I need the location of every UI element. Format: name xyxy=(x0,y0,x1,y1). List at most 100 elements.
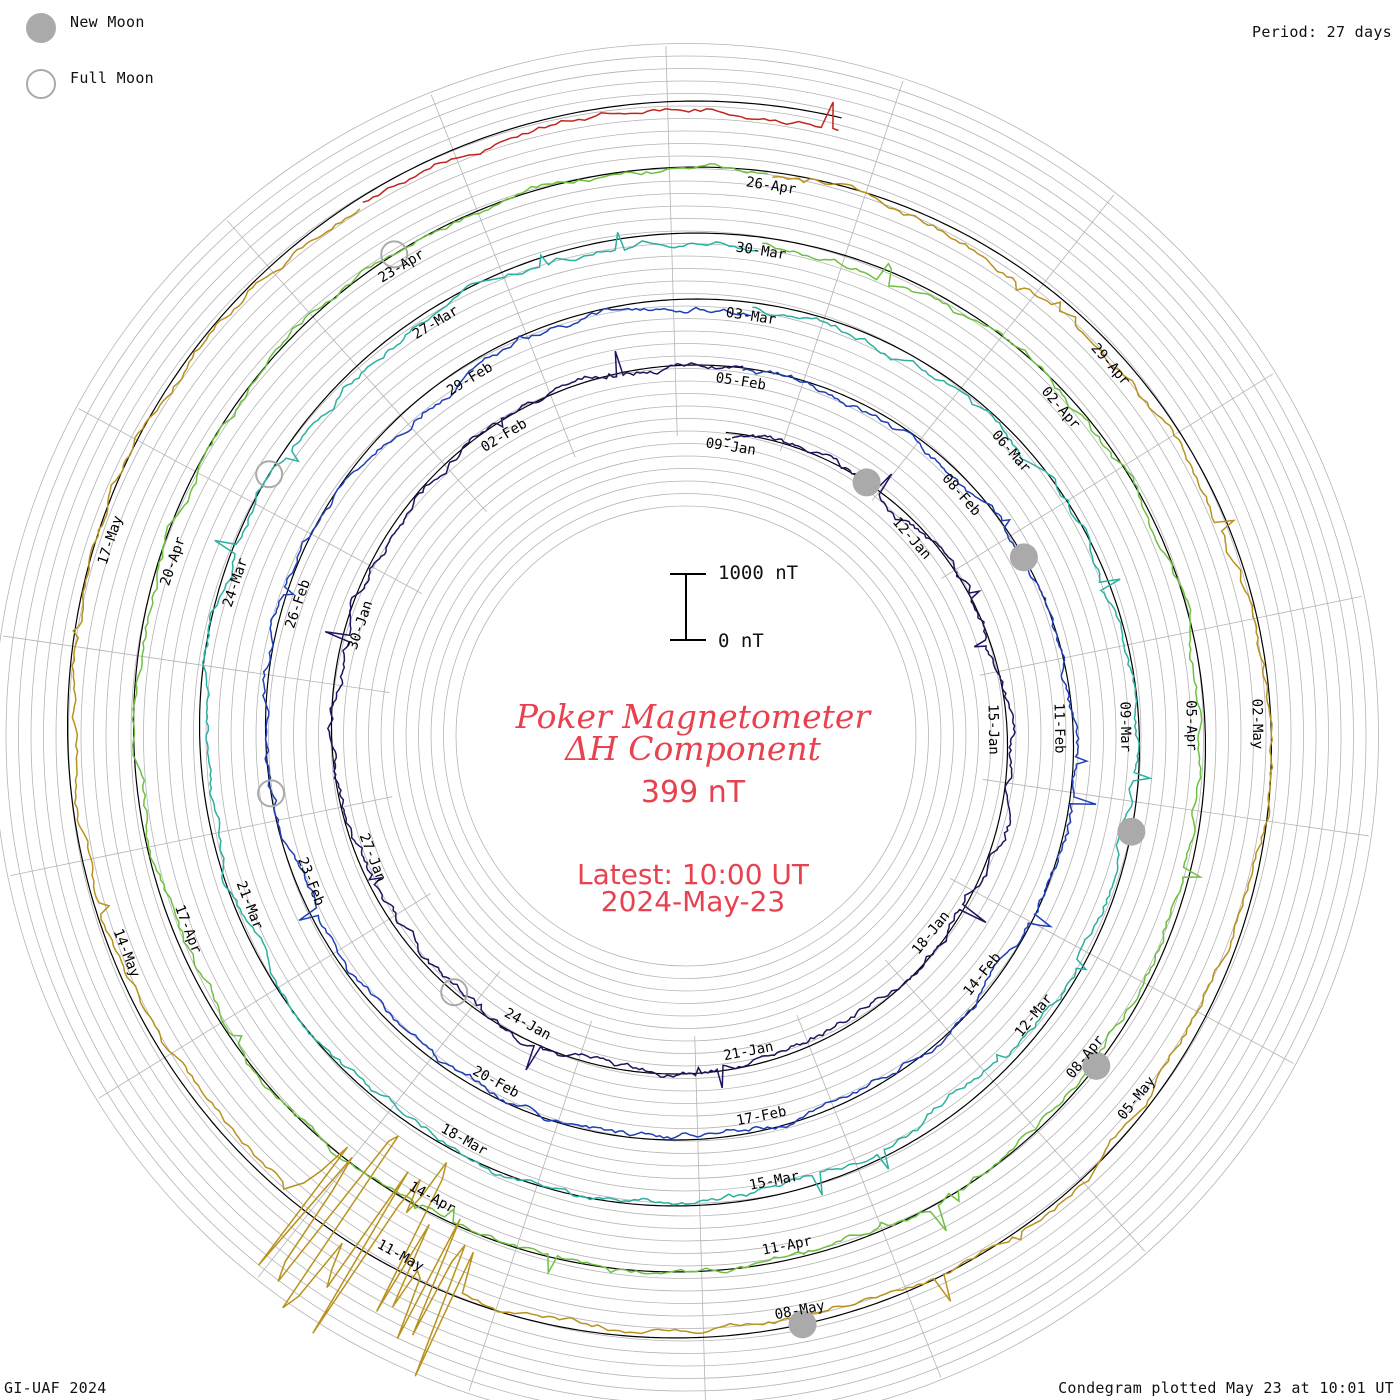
grid-ring xyxy=(0,43,1379,1400)
date-label: 18-Mar xyxy=(438,1121,490,1159)
series-line-2024-01-08 xyxy=(724,437,731,441)
full-moon-legend-label: Full Moon xyxy=(70,69,154,87)
date-label: 14-May xyxy=(110,927,143,980)
footer-plot-time: Condegram plotted May 23 at 10:01 UT xyxy=(1058,1379,1394,1397)
grid-ring xyxy=(443,493,929,979)
grid-ring xyxy=(218,268,1154,1204)
grid-spoke xyxy=(982,779,1369,837)
grid-spoke xyxy=(257,971,501,1278)
grid-ring xyxy=(155,205,1217,1267)
grid-spoke xyxy=(796,1014,942,1378)
series-line-2024-03-03 xyxy=(201,232,1153,1206)
grid-ring xyxy=(168,218,1204,1254)
grid-ring xyxy=(430,480,942,992)
date-label: 09-Mar xyxy=(1116,701,1133,752)
grid-spoke xyxy=(941,373,1274,579)
grid-spoke xyxy=(885,959,1146,1252)
grid-ring xyxy=(143,193,1229,1279)
grid-spoke xyxy=(430,94,576,458)
grid-ring xyxy=(93,143,1279,1329)
date-label: 17-Feb xyxy=(735,1104,788,1130)
date-label: 05-Feb xyxy=(715,370,767,394)
grid-ring xyxy=(193,243,1179,1229)
new-moon-marker xyxy=(1009,543,1038,572)
grid-ring xyxy=(405,455,967,1017)
scale-bottom-label: 0 nT xyxy=(718,630,764,652)
footer-credit: GI-UAF 2024 xyxy=(4,1379,107,1397)
full-moon-marker xyxy=(440,978,469,1007)
date-label: 20-Apr xyxy=(157,535,188,588)
series-line-2024-02-05 xyxy=(262,306,1097,1140)
period-label: Period: 27 days xyxy=(1252,23,1392,41)
baseline-spiral xyxy=(67,100,1272,1339)
date-label: 03-Mar xyxy=(725,305,777,329)
grid-spoke xyxy=(3,635,390,693)
grid-spoke xyxy=(665,46,678,437)
chart-title: Poker Magnetometer xyxy=(515,697,871,736)
baseline-path xyxy=(67,100,1272,1339)
grid-ring xyxy=(230,280,1142,1192)
grid-spoke xyxy=(98,893,431,1099)
grid-spoke xyxy=(694,1035,706,1400)
grid-ring xyxy=(80,130,1292,1342)
date-label: 11-Apr xyxy=(761,1233,814,1259)
date-label: 23-Apr xyxy=(376,246,428,286)
grid-ring xyxy=(180,230,1192,1242)
grid-ring xyxy=(5,55,1367,1400)
full-moon-marker xyxy=(257,779,286,808)
full-moon-marker xyxy=(255,460,284,489)
grid-ring xyxy=(130,180,1242,1292)
date-label: 27-Jan xyxy=(356,831,389,884)
date-label: 12-Mar xyxy=(1012,991,1056,1040)
grid-spoke xyxy=(78,408,423,595)
scale-top-label: 1000 nT xyxy=(718,562,799,584)
grid-rings xyxy=(0,43,1379,1400)
new-moon-legend-icon xyxy=(26,13,56,43)
date-label: 26-Apr xyxy=(745,174,797,198)
date-label: 15-Jan xyxy=(984,704,1001,755)
full-moon-marker xyxy=(380,240,409,269)
grid-spoke xyxy=(871,194,1115,501)
grid-ring xyxy=(43,93,1329,1379)
date-label: 14-Apr xyxy=(406,1179,458,1217)
grid-ring xyxy=(330,380,1042,1092)
grid-ring xyxy=(368,418,1004,1054)
new-moon-marker xyxy=(788,1310,817,1339)
series-line-2024-05-20 xyxy=(362,101,839,204)
chart-subtitle: ΔH Component xyxy=(565,729,821,768)
new-moon-marker xyxy=(1082,1051,1111,1080)
date-label: 23-Feb xyxy=(294,855,327,908)
grid-ring xyxy=(418,468,954,1004)
date-label: 29-Apr xyxy=(1088,340,1133,389)
grid-ring xyxy=(255,305,1117,1167)
moon-markers xyxy=(255,240,1146,1339)
grid-ring xyxy=(318,368,1054,1104)
new-moon-legend-label: New Moon xyxy=(70,13,145,31)
date-label: 21-Jan xyxy=(722,1039,775,1065)
grid-ring xyxy=(105,155,1267,1317)
grid-ring xyxy=(280,330,1092,1142)
new-moon-marker xyxy=(852,468,881,497)
grid-ring xyxy=(68,118,1304,1354)
grid-ring xyxy=(55,105,1317,1367)
date-label: 17-May xyxy=(95,514,126,567)
current-value: 399 nT xyxy=(640,775,746,810)
grid-ring xyxy=(268,318,1104,1154)
grid-spoke xyxy=(468,1020,593,1392)
grid-spoke xyxy=(979,596,1362,676)
scale-bar xyxy=(670,573,706,641)
grid-ring xyxy=(18,68,1354,1400)
series-line-2024-01-09 xyxy=(324,350,1016,1089)
date-label: 02-May xyxy=(1248,699,1265,750)
grid-ring xyxy=(455,505,917,967)
grid-spoke xyxy=(949,877,1294,1064)
grid-spoke xyxy=(779,80,904,452)
grid-ring xyxy=(30,80,1342,1392)
grid-ring xyxy=(243,293,1129,1179)
new-moon-marker xyxy=(1117,817,1146,846)
grid-ring xyxy=(305,355,1067,1117)
date-label: 09-Jan xyxy=(704,435,756,459)
date-label: 11-Feb xyxy=(1050,703,1067,754)
date-label: 05-Apr xyxy=(1182,700,1199,751)
